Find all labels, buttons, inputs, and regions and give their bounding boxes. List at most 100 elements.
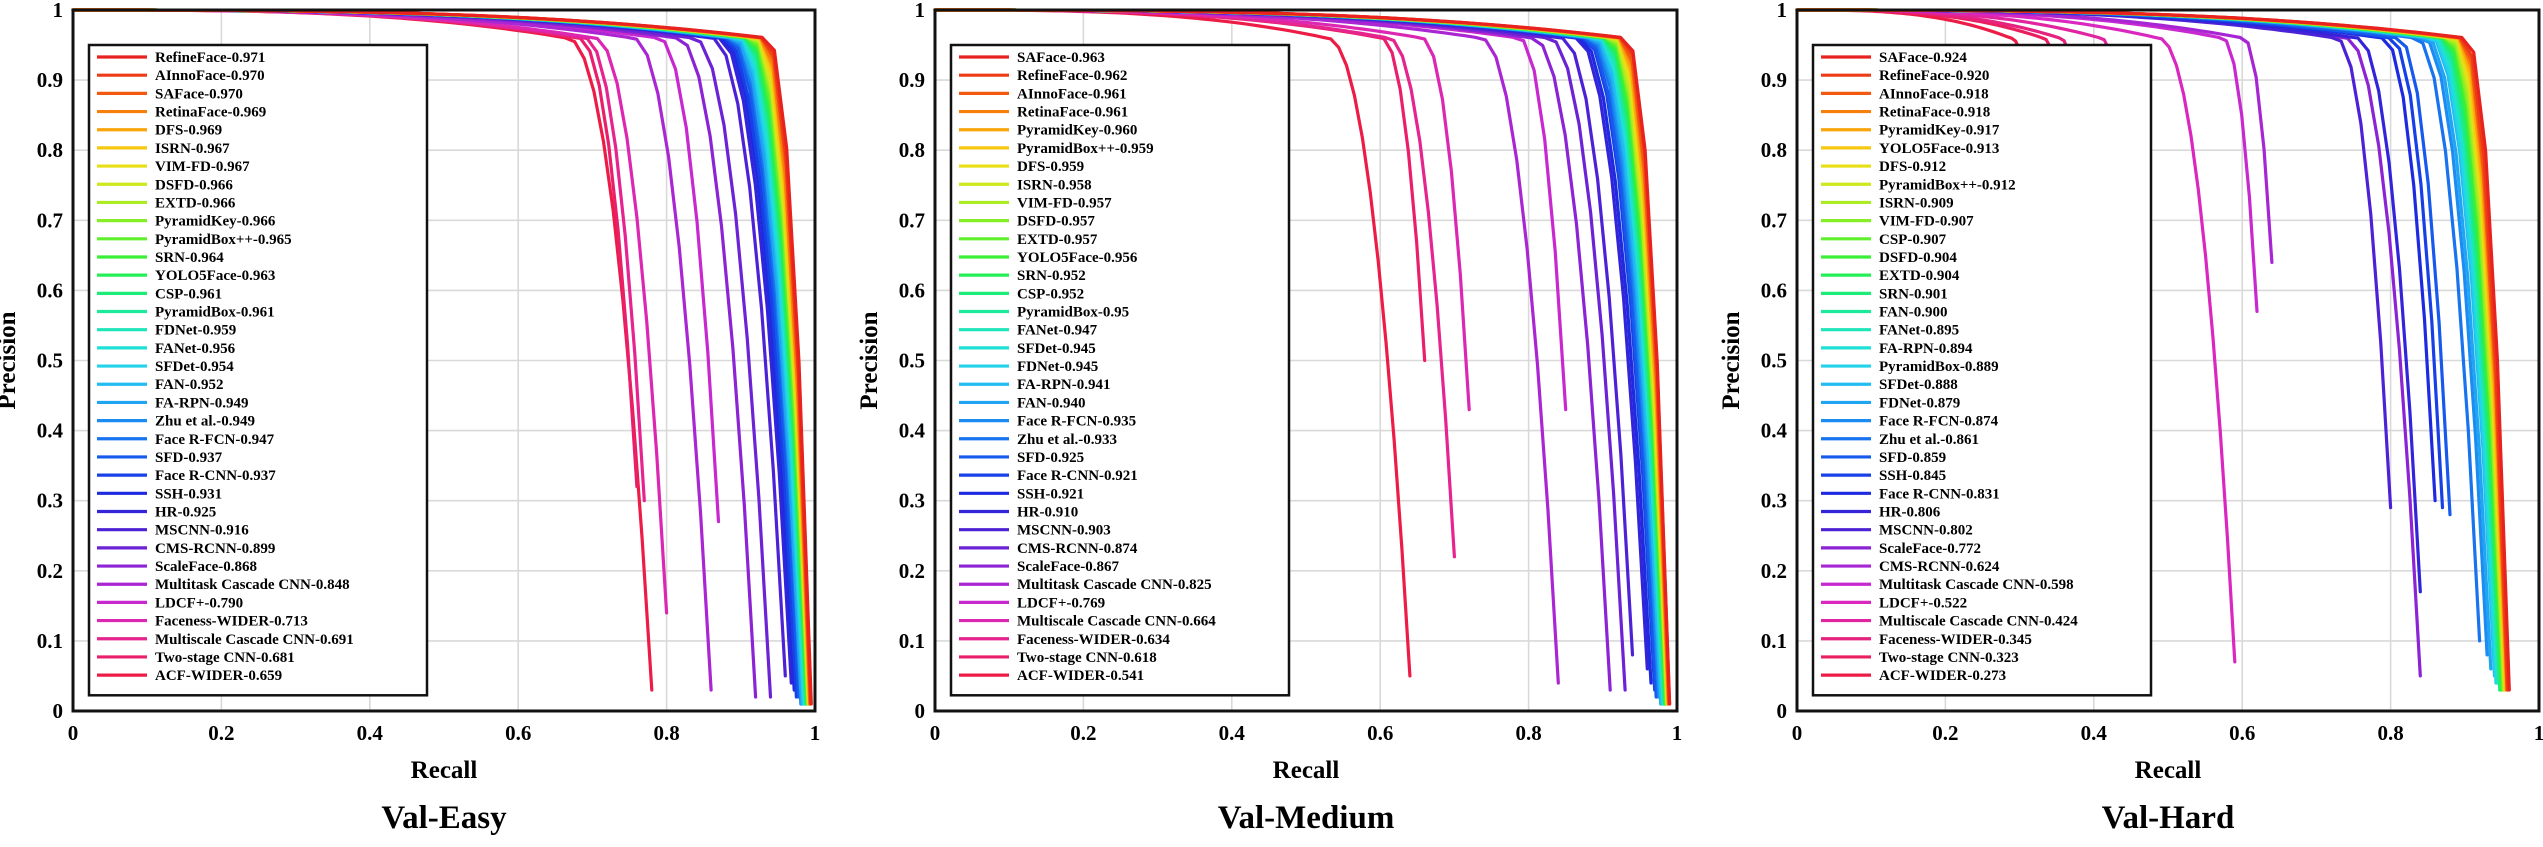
y-tick-label: 0.2: [1761, 559, 1787, 583]
legend-entry: Zhu et al.-0.861: [1879, 432, 1979, 448]
x-tick-label: 0: [1792, 721, 1803, 745]
x-tick-label: 0.4: [2081, 721, 2108, 745]
panel-title: Val-Hard: [2102, 800, 2235, 836]
x-tick-label: 1: [810, 721, 821, 745]
x-tick-label: 0.6: [1367, 721, 1393, 745]
plot-frame: [1795, 8, 2541, 713]
legend-entry: Two-stage CNN-0.681: [155, 650, 295, 666]
legend-entry: MSCNN-0.802: [1879, 523, 1973, 539]
legend-entry: Face R-FCN-0.935: [1017, 414, 1136, 430]
x-tick-label: 0: [68, 721, 79, 745]
y-tick-label: 0: [1777, 699, 1788, 723]
legend-entry: SSH-0.931: [155, 486, 222, 502]
y-tick-label: 0.7: [37, 208, 63, 232]
legend-entry: CMS-RCNN-0.899: [155, 541, 275, 557]
legend-entry: FAN-0.900: [1879, 305, 1947, 321]
legend-entry: PyramidBox-0.95: [1017, 305, 1129, 321]
y-tick-label: 0.7: [1761, 208, 1787, 232]
chart-panel-1: 0 0.1 0.2 0.3 0.4 0.5 0.6 0.7 0.8 0.9 1 0 0.2 0.4 0.6 0…: [0, 0, 820, 836]
legend-entry: HR-0.910: [1017, 505, 1078, 521]
legend-entry: MSCNN-0.916: [155, 523, 249, 539]
legend-entry: SAFace-0.970: [155, 86, 243, 102]
y-tick-label: 0.8: [37, 138, 63, 162]
x-tick-label: 0.2: [208, 721, 234, 745]
panel-title: Val-Easy: [381, 800, 507, 836]
y-tick-label: 1: [53, 0, 64, 22]
legend-entry: SSH-0.921: [1017, 486, 1084, 502]
legend-entry: Two-stage CNN-0.618: [1017, 650, 1157, 666]
legend-entry: SFD-0.937: [155, 450, 223, 466]
legend-entry: SFDet-0.945: [1017, 341, 1096, 357]
legend-entry: PyramidKey-0.960: [1017, 123, 1137, 139]
y-tick-label: 1: [915, 0, 926, 22]
y-tick-label: 0.3: [1761, 489, 1787, 513]
x-axis-label: Recall: [2135, 757, 2202, 784]
x-axis-label: Recall: [1273, 757, 1340, 784]
legend-entry: ISRN-0.958: [1017, 177, 1092, 193]
legend-entry: ScaleFace-0.867: [1017, 559, 1120, 575]
y-tick-label: 0.2: [899, 559, 925, 583]
legend-entry: PyramidBox++-0.965: [155, 232, 292, 248]
y-axis-label: Precision: [0, 311, 21, 409]
plot-frame: [933, 8, 1679, 713]
legend-entry: AInnoFace-0.918: [1879, 86, 1989, 102]
legend-entry: PyramidBox++-0.959: [1017, 141, 1154, 157]
legend-entry: SFDet-0.888: [1879, 377, 1958, 393]
legend-entry: YOLO5Face-0.956: [1017, 250, 1138, 266]
y-tick-label: 0.4: [1761, 419, 1788, 443]
legend-entry: ISRN-0.967: [155, 141, 230, 157]
y-tick-label: 0.9: [1761, 68, 1787, 92]
y-tick-label: 0: [915, 699, 926, 723]
legend-entry: Face R-CNN-0.921: [1017, 468, 1138, 484]
legend-entry: ScaleFace-0.772: [1879, 541, 1981, 557]
legend-entry: DFS-0.969: [155, 123, 222, 139]
x-tick-label: 0.6: [505, 721, 531, 745]
y-tick-label: 0.5: [899, 349, 925, 373]
legend-entry: FANet-0.947: [1017, 323, 1098, 339]
plot-frame: [71, 8, 817, 713]
legend-entry: EXTD-0.904: [1879, 268, 1960, 284]
legend-entry: SSH-0.845: [1879, 468, 1946, 484]
y-tick-label: 0.3: [37, 489, 63, 513]
legend-entry: PyramidBox-0.961: [155, 305, 275, 321]
x-tick-label: 0.2: [1932, 721, 1958, 745]
legend-entry: EXTD-0.957: [1017, 232, 1098, 248]
legend-entry: Zhu et al.-0.949: [155, 414, 255, 430]
y-tick-label: 1: [1777, 0, 1788, 22]
legend-entry: SRN-0.964: [155, 250, 224, 266]
legend-box: [949, 43, 1291, 697]
legend-entry: Multitask Cascade CNN-0.848: [155, 577, 350, 593]
y-tick-label: 0.1: [1761, 629, 1787, 653]
panel-title: Val-Medium: [1218, 800, 1395, 836]
legend-entry: CSP-0.907: [1879, 232, 1947, 248]
y-tick-label: 0.8: [1761, 138, 1787, 162]
y-tick-label: 0.2: [37, 559, 63, 583]
legend-entry: DSFD-0.966: [155, 177, 233, 193]
legend-entry: ISRN-0.909: [1879, 195, 1954, 211]
legend-entry: SAFace-0.963: [1017, 50, 1105, 66]
legend-entry: Multiscale Cascade CNN-0.424: [1879, 614, 2078, 630]
legend-entry: LDCF+-0.790: [155, 595, 243, 611]
x-tick-label: 1: [1672, 721, 1683, 745]
legend-entry: FANet-0.895: [1879, 323, 1959, 339]
x-tick-label: 0.2: [1070, 721, 1096, 745]
y-tick-label: 0.3: [899, 489, 925, 513]
legend-entry: ACF-WIDER-0.273: [1879, 668, 2006, 684]
legend-entry: CMS-RCNN-0.624: [1879, 559, 2000, 575]
legend-entry: Face R-FCN-0.874: [1879, 414, 1999, 430]
legend-entry: RetinaFace-0.918: [1879, 105, 1990, 121]
legend-entry: VIM-FD-0.907: [1879, 214, 1974, 230]
legend-entry: FAN-0.952: [155, 377, 223, 393]
legend-entry: FDNet-0.959: [155, 323, 236, 339]
x-tick-label: 0.8: [2377, 721, 2403, 745]
legend-entry: RefineFace-0.962: [1017, 68, 1127, 84]
legend-entry: HR-0.806: [1879, 505, 1941, 521]
legend-entry: Faceness-WIDER-0.345: [1879, 632, 2032, 648]
legend-entry: ScaleFace-0.868: [155, 559, 257, 575]
legend-entry: Multitask Cascade CNN-0.825: [1017, 577, 1212, 593]
x-axis-label: Recall: [411, 757, 478, 784]
legend-entry: CSP-0.952: [1017, 286, 1084, 302]
y-tick-label: 0.4: [37, 419, 64, 443]
legend-box: [87, 43, 429, 697]
chart-panel-2: 0 0.1 0.2 0.3 0.4 0.5 0.6 0.7 0.8 0.9 1 0 0.2 0.4 0.6 0…: [856, 0, 1682, 836]
